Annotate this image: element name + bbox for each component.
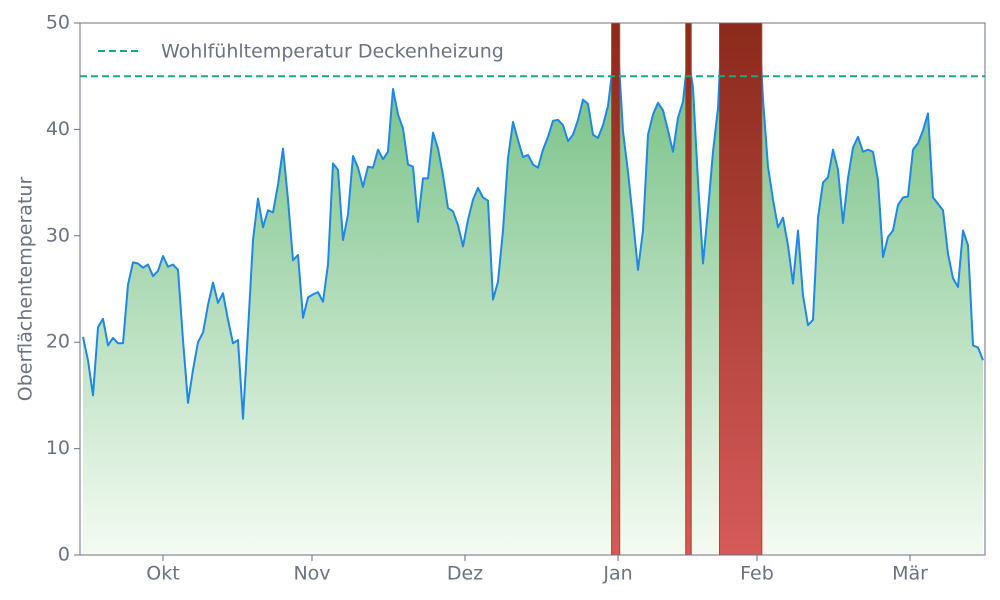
area — [83, 23, 983, 555]
x-tick-label: Jan — [602, 563, 632, 585]
highlight-band — [685, 23, 692, 555]
highlight-band — [719, 23, 763, 555]
x-tick-label: Dez — [447, 563, 483, 585]
line — [82, 23, 984, 420]
y-axis-label: Oberflächentemperatur — [15, 177, 37, 402]
legend-label: Wohlfühltemperatur Deckenheizung — [161, 41, 504, 63]
highlight-band — [611, 23, 621, 555]
y-tick-label: 30 — [46, 224, 70, 246]
y-tick-label: 0 — [58, 544, 70, 566]
y-tick-label: 10 — [46, 437, 70, 459]
x-tick-label: Mär — [892, 563, 928, 585]
y-tick-label: 20 — [46, 331, 70, 353]
y-tick-label: 50 — [46, 12, 70, 34]
x-tick-label: Nov — [293, 563, 330, 585]
plot-area — [82, 23, 984, 555]
x-tick-label: Okt — [146, 563, 179, 585]
plot-frame — [79, 22, 986, 556]
y-tick-label: 40 — [46, 118, 70, 140]
x-tick-label: Feb — [740, 563, 774, 585]
